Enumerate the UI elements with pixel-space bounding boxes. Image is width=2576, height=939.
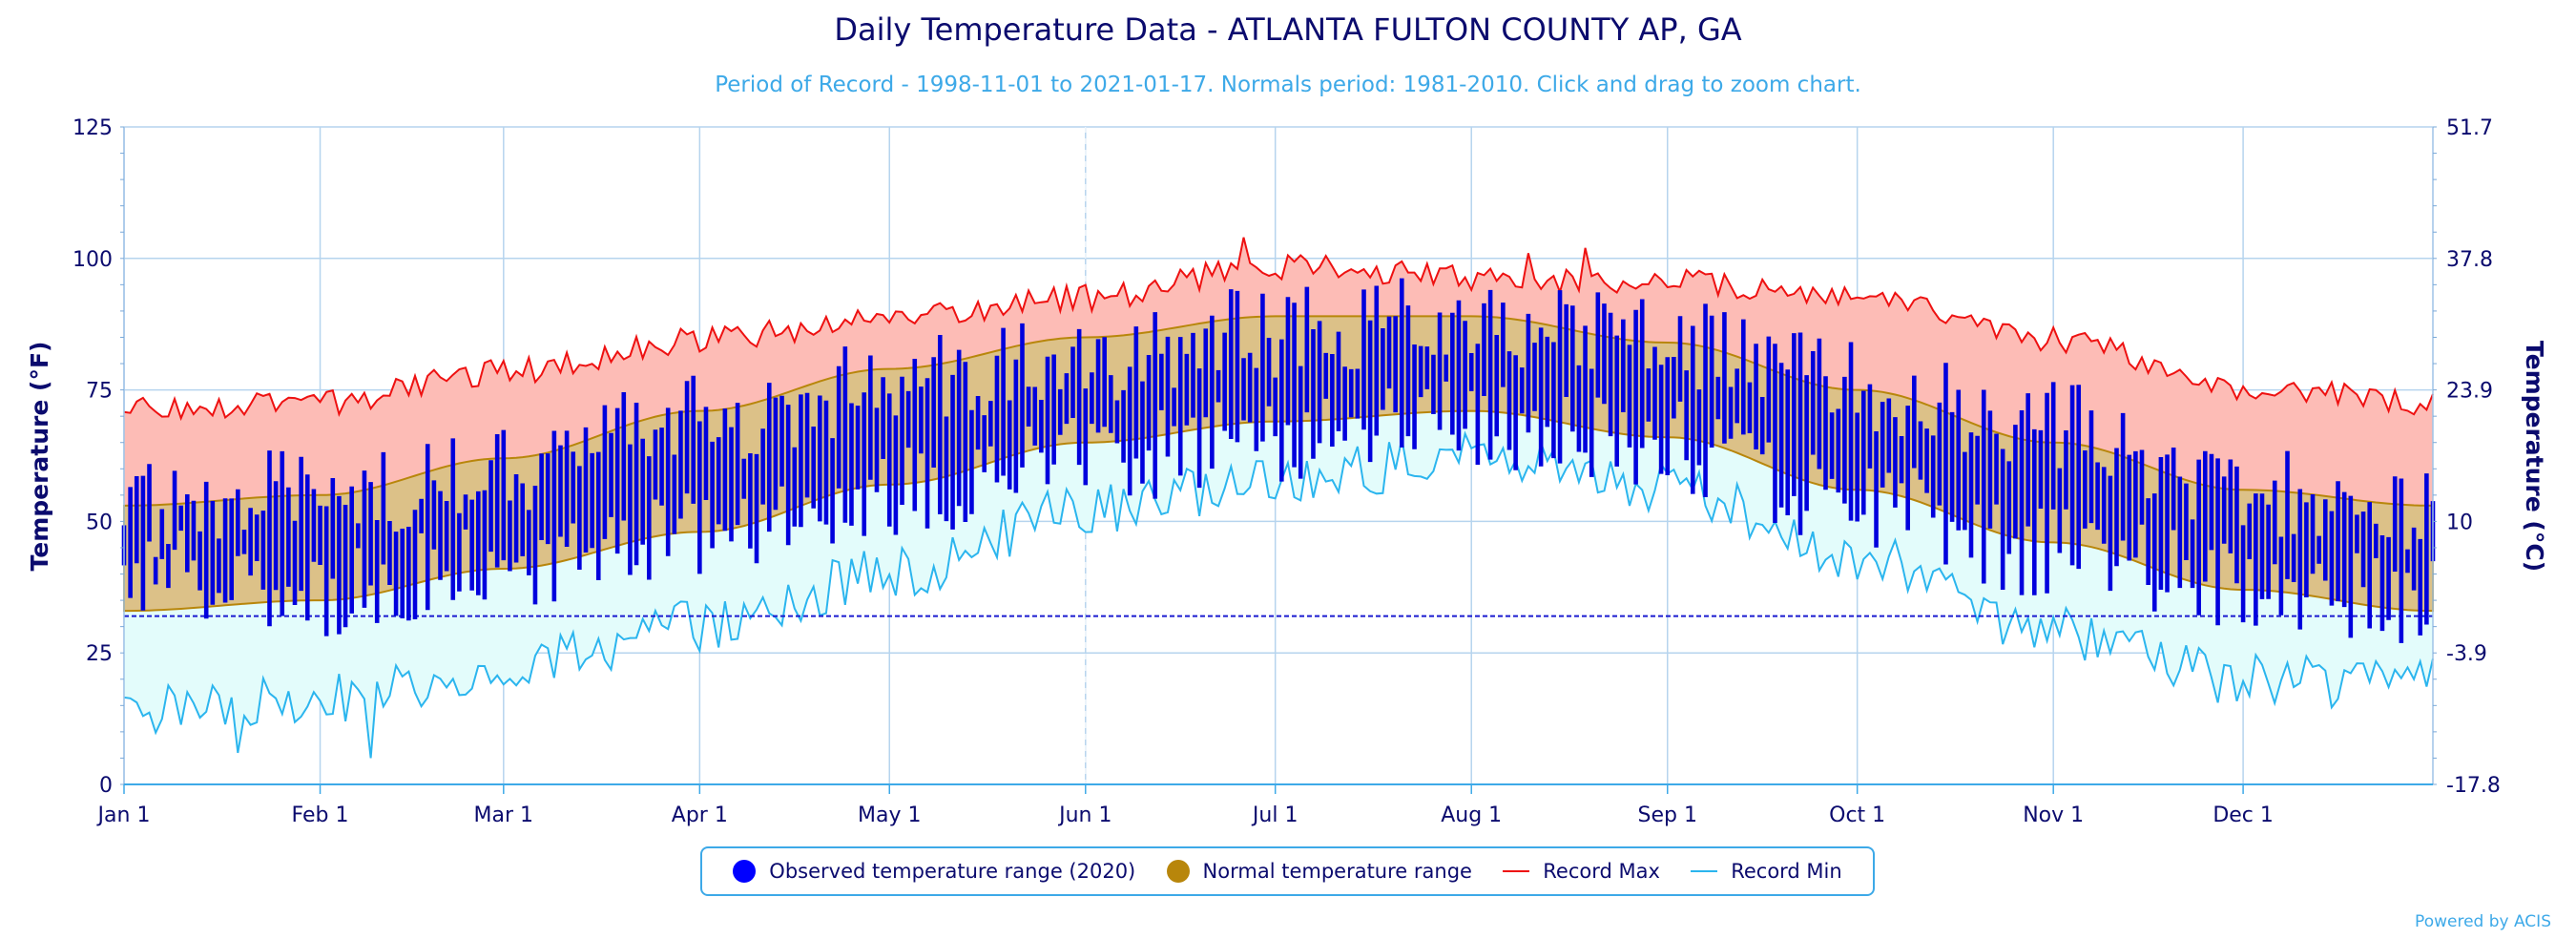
right-tick-label: -17.8	[2446, 774, 2501, 798]
y-axis-title-left: Temperature (°F)	[26, 342, 53, 572]
y-axis-title-right: Temperature (°C)	[2521, 341, 2548, 572]
x-tick-label: Aug 1	[1441, 803, 1502, 827]
record-min-legend-symbol	[1691, 870, 1718, 872]
right-tick-label: 10	[2446, 511, 2473, 534]
left-tick-label: 50	[86, 511, 113, 534]
chart-subtitle: Period of Record - 1998-11-01 to 2021-01…	[715, 73, 1861, 97]
normal-legend-symbol	[1166, 860, 1190, 883]
legend-item-record-min[interactable]: Record Min	[1691, 860, 1842, 883]
plot-area[interactable]	[121, 126, 2436, 785]
left-tick-label: 25	[86, 642, 113, 666]
x-tick-label: Mar 1	[474, 803, 534, 827]
record-max-line	[123, 237, 2434, 422]
legend-item-normal[interactable]: Normal temperature range	[1166, 860, 1472, 883]
powered-by-link[interactable]: Powered by ACIS	[2415, 912, 2551, 931]
x-tick-label: Dec 1	[2212, 803, 2274, 827]
record-max-area	[124, 237, 2433, 506]
x-tick-label: Feb 1	[292, 803, 349, 827]
chart-legend: Observed temperature range (2020) Normal…	[700, 846, 1875, 896]
right-tick-label: -3.9	[2446, 642, 2487, 666]
legend-label-record-min: Record Min	[1731, 860, 1842, 883]
legend-item-observed[interactable]: Observed temperature range (2020)	[733, 860, 1135, 883]
x-tick-label: Apr 1	[672, 803, 728, 827]
left-tick-label: 125	[73, 116, 113, 140]
right-tick-label: 23.9	[2446, 380, 2493, 404]
observed-bars	[121, 278, 2436, 643]
right-tick-label: 51.7	[2446, 116, 2493, 140]
observed-legend-symbol	[733, 860, 757, 883]
right-y-axis: -17.8 -3.9 10 23.9 37.8 51.7	[2432, 116, 2501, 798]
x-tick-label: Oct 1	[1829, 803, 1885, 827]
record-max-legend-symbol	[1503, 870, 1530, 872]
x-tick-label: Jan 1	[96, 803, 151, 827]
legend-label-record-max: Record Max	[1543, 860, 1660, 883]
x-axis: Jan 1 Feb 1 Mar 1 Apr 1 May 1 Jun 1 Jul 1 Aug 1…	[96, 783, 2433, 827]
x-tick-label: Jul 1	[1251, 803, 1298, 827]
x-tick-label: Nov 1	[2023, 803, 2084, 827]
record-lines	[123, 237, 2434, 759]
legend-label-normal: Normal temperature range	[1202, 860, 1472, 883]
right-tick-label: 37.8	[2446, 248, 2493, 272]
left-tick-label: 75	[86, 380, 113, 404]
left-tick-label: 100	[73, 248, 113, 272]
legend-label-observed: Observed temperature range (2020)	[769, 860, 1136, 883]
x-tick-label: Sep 1	[1638, 803, 1697, 827]
legend-item-record-max[interactable]: Record Max	[1503, 860, 1660, 883]
x-tick-label: Jun 1	[1057, 803, 1111, 827]
chart-title: Daily Temperature Data - ATLANTA FULTON …	[834, 11, 1741, 48]
left-y-axis: 0 25 50 75 100 125	[73, 116, 125, 798]
record-min-line	[123, 430, 2434, 759]
x-tick-label: May 1	[858, 803, 921, 827]
left-tick-label: 0	[99, 774, 113, 798]
